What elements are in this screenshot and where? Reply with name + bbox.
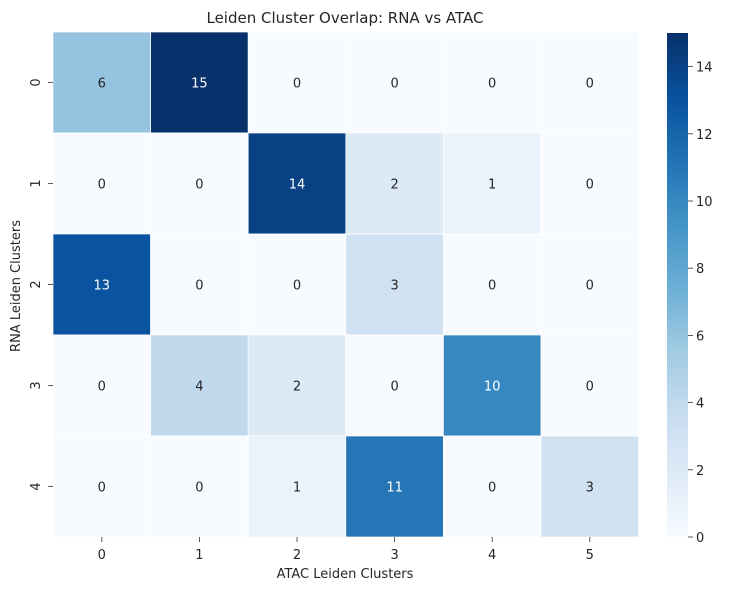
x-axis-label: ATAC Leiden Clusters bbox=[277, 567, 414, 582]
x-tick-label: 2 bbox=[293, 548, 301, 563]
cell-value-label: 0 bbox=[390, 77, 398, 92]
heatmap-cell bbox=[52, 31, 151, 134]
heatmap-cell bbox=[345, 334, 444, 437]
colorbar-ticks: 0 2 4 6 8 10 12 14 bbox=[688, 61, 713, 546]
colorbar-tick-label: 12 bbox=[696, 128, 713, 143]
colorbar-tick-label: 14 bbox=[696, 61, 713, 76]
cell-value-label: 0 bbox=[586, 77, 594, 92]
heatmap-cell bbox=[52, 334, 151, 437]
cell-value-label: 0 bbox=[488, 77, 496, 92]
heatmap-cell bbox=[443, 435, 542, 538]
colorbar-tick-label: 0 bbox=[696, 531, 704, 546]
heatmap-cell bbox=[52, 435, 151, 538]
x-tick-label: 0 bbox=[98, 548, 106, 563]
cell-value-label: 0 bbox=[195, 178, 203, 193]
heatmap-cell bbox=[247, 31, 347, 134]
cell-value-label: 0 bbox=[488, 481, 496, 496]
cell-value-label: 13 bbox=[94, 279, 111, 294]
heatmap-cell bbox=[52, 233, 151, 336]
chart-title: Leiden Cluster Overlap: RNA vs ATAC bbox=[206, 9, 483, 27]
y-tick-label: 0 bbox=[29, 78, 44, 86]
cell-value-label: 14 bbox=[289, 178, 306, 193]
y-tick-label: 1 bbox=[29, 179, 44, 187]
x-tick-label: 5 bbox=[586, 548, 594, 563]
cell-value-label: 1 bbox=[293, 481, 301, 496]
heatmap-cell bbox=[150, 132, 249, 235]
y-axis-ticks: 0 1 2 3 4 bbox=[29, 78, 53, 491]
cell-value-label: 0 bbox=[98, 178, 106, 193]
colorbar-tick-label: 10 bbox=[696, 195, 713, 210]
heatmap-cell bbox=[540, 233, 639, 336]
heatmap-cell bbox=[150, 334, 249, 437]
heatmap-cell bbox=[345, 132, 444, 235]
colorbar bbox=[667, 33, 688, 537]
cell-value-label: 11 bbox=[386, 481, 403, 496]
cell-value-label: 4 bbox=[195, 380, 203, 395]
heatmap-cell bbox=[540, 132, 639, 235]
cell-value-label: 0 bbox=[195, 279, 203, 294]
heatmap-cell bbox=[150, 233, 249, 336]
colorbar-tick-label: 8 bbox=[696, 262, 704, 277]
cell-value-label: 3 bbox=[586, 481, 594, 496]
heatmap-cell bbox=[443, 31, 542, 134]
cell-value-label: 0 bbox=[195, 481, 203, 496]
cell-value-label: 6 bbox=[98, 77, 106, 92]
cell-value-label: 0 bbox=[293, 279, 301, 294]
cell-value-label: 0 bbox=[586, 178, 594, 193]
y-axis-label: RNA Leiden Clusters bbox=[9, 220, 24, 352]
cell-value-label: 0 bbox=[293, 77, 301, 92]
colorbar-tick-label: 2 bbox=[696, 464, 704, 479]
y-tick-label: 4 bbox=[29, 482, 44, 490]
cell-value-label: 0 bbox=[586, 279, 594, 294]
cell-value-label: 0 bbox=[98, 380, 106, 395]
heatmap-cell bbox=[247, 435, 347, 538]
x-tick-label: 3 bbox=[390, 548, 398, 563]
heatmap-cell bbox=[247, 334, 347, 437]
cell-value-label: 0 bbox=[98, 481, 106, 496]
heatmap-cell bbox=[540, 31, 639, 134]
heatmap-cells: 6 15 0 0 0 00 0 14 2 1 013 0 0 3 0 00 4 2 0 10 00 0 1 11 0 3 bbox=[52, 31, 639, 538]
cell-value-label: 2 bbox=[390, 178, 398, 193]
heatmap-cell bbox=[443, 233, 542, 336]
cell-value-label: 1 bbox=[488, 178, 496, 193]
cell-value-label: 0 bbox=[488, 279, 496, 294]
x-axis-ticks: 0 1 2 3 4 5 bbox=[98, 537, 594, 563]
cell-value-label: 15 bbox=[191, 77, 208, 92]
heatmap-cell bbox=[345, 233, 444, 336]
x-tick-label: 1 bbox=[195, 548, 203, 563]
cell-value-label: 2 bbox=[293, 380, 301, 395]
heatmap-cell bbox=[247, 233, 347, 336]
heatmap-cell bbox=[540, 435, 639, 538]
cell-value-label: 0 bbox=[586, 380, 594, 395]
heatmap-cell bbox=[345, 435, 444, 538]
colorbar-tick-label: 4 bbox=[696, 397, 704, 412]
heatmap-cell bbox=[540, 334, 639, 437]
heatmap-cell bbox=[345, 31, 444, 134]
colorbar-tick-label: 6 bbox=[696, 329, 704, 344]
heatmap-cell bbox=[443, 334, 542, 437]
y-tick-label: 3 bbox=[29, 381, 44, 389]
cell-value-label: 0 bbox=[390, 380, 398, 395]
heatmap-cell bbox=[150, 31, 249, 134]
x-tick-label: 4 bbox=[488, 548, 496, 563]
cell-value-label: 3 bbox=[390, 279, 398, 294]
y-tick-label: 2 bbox=[29, 280, 44, 288]
cell-value-label: 10 bbox=[484, 380, 501, 395]
